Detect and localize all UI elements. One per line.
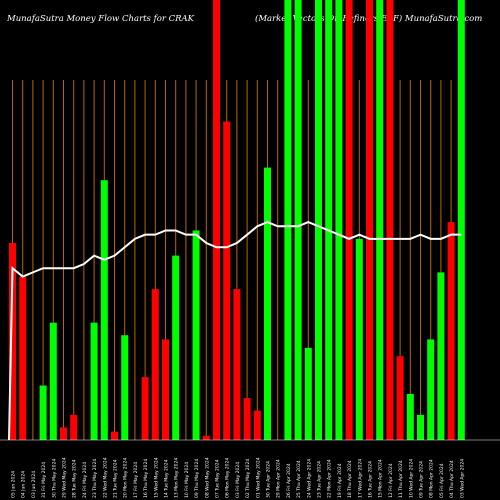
date-labels: 05 Jun 2024 04 Jun 2024 03 Jun 2024 31 Fri … <box>11 457 466 498</box>
date-label: 13 Mon May 2024 <box>174 458 180 498</box>
date-label: 24 Fri May 2024 <box>82 462 88 498</box>
date-label: 12 Fri Apr 2024 <box>388 463 394 498</box>
bar <box>49 322 57 440</box>
bar <box>151 289 159 440</box>
bar <box>90 322 98 440</box>
money-flow-line <box>8 221 462 441</box>
bar <box>223 121 231 441</box>
bar <box>396 356 404 440</box>
date-label: 31 Fri May 2024 <box>41 462 47 498</box>
date-label: 20 Mon May 2024 <box>123 458 129 498</box>
bar <box>447 222 455 440</box>
bar <box>141 377 149 440</box>
bar <box>457 0 465 440</box>
date-label: 04 Thu Apr 2024 <box>449 460 455 498</box>
date-label: 16 Thu May 2024 <box>143 459 149 498</box>
bar <box>111 431 118 440</box>
bar <box>121 335 129 440</box>
bar <box>70 414 78 440</box>
bar <box>335 0 343 440</box>
date-label: 05 Fri Apr 2024 <box>439 463 445 498</box>
date-label: 16 Tue Apr 2024 <box>368 461 374 498</box>
bars <box>9 0 465 441</box>
bar <box>243 398 251 440</box>
date-label: 08 Mon Apr 2024 <box>429 459 435 498</box>
bar <box>264 167 271 440</box>
bar <box>376 0 384 440</box>
bar <box>325 0 333 440</box>
bar <box>355 238 363 440</box>
date-label: 26 Fri Apr 2024 <box>286 463 292 498</box>
date-label: 14 Tue May 2024 <box>164 459 170 498</box>
date-label: 18 Thu Apr 2024 <box>347 460 353 498</box>
date-label: 03 Fri May 2024 <box>235 462 241 498</box>
bar <box>427 339 435 440</box>
date-label: 07 Tue May 2024 <box>215 459 221 498</box>
bar <box>366 0 373 440</box>
bar <box>100 180 108 440</box>
bar <box>437 272 445 440</box>
date-label: 21 Tue May 2024 <box>113 459 119 498</box>
bar <box>192 230 200 440</box>
bar <box>213 0 220 440</box>
bar <box>39 385 47 440</box>
bar <box>9 243 16 440</box>
date-label: 30 Thu May 2024 <box>51 459 57 498</box>
date-label: 03 Jun 2024 <box>31 471 37 498</box>
bar <box>406 393 414 440</box>
date-label: 15 Mon Apr 2024 <box>378 459 384 498</box>
bar <box>304 347 312 440</box>
date-label: 19 Fri Apr 2024 <box>337 463 343 498</box>
date-label: 03 Wed Apr 2024 <box>459 459 465 498</box>
chart-title-left: MunafaSutra Money Flow Charts for CRAK <box>7 14 195 24</box>
bar <box>417 414 424 440</box>
bar <box>284 0 292 440</box>
date-label: 10 Fri May 2024 <box>184 462 190 498</box>
date-label: 23 Thu May 2024 <box>92 459 98 498</box>
date-label: 09 Tue Apr 2024 <box>419 461 425 498</box>
date-label: 30 Tue Apr 2024 <box>266 461 272 498</box>
date-label: 23 Tue Apr 2024 <box>317 461 323 498</box>
date-label: 17 Wed Apr 2024 <box>357 459 363 498</box>
date-label: 22 Wed May 2024 <box>102 457 108 498</box>
bar <box>345 0 353 440</box>
date-label: 11 Thu Apr 2024 <box>398 460 404 498</box>
date-label: 09 Thu May 2024 <box>194 459 200 498</box>
bar <box>202 435 210 440</box>
date-label: 06 Mon May 2024 <box>225 458 231 498</box>
bar <box>172 255 180 440</box>
date-label: 04 Jun 2024 <box>21 471 27 498</box>
bar <box>60 427 67 440</box>
date-label: 01 Wed May 2024 <box>255 457 261 498</box>
date-label: 15 Wed May 2024 <box>153 457 159 498</box>
bar <box>253 410 261 440</box>
bar <box>162 339 169 440</box>
bar <box>19 276 27 440</box>
date-label: 17 Fri May 2024 <box>133 462 139 498</box>
date-label: 28 Tue May 2024 <box>72 459 78 498</box>
date-label: 08 Wed May 2024 <box>204 457 210 498</box>
bar <box>233 289 241 440</box>
date-label: 25 Thu Apr 2024 <box>296 460 302 498</box>
date-label: 10 Wed Apr 2024 <box>408 459 414 498</box>
date-label: 22 Mon Apr 2024 <box>327 459 333 498</box>
date-label: 02 Thu May 2024 <box>245 459 251 498</box>
date-label: 24 Wed Apr 2024 <box>306 459 312 498</box>
date-label: 29 Mon Apr 2024 <box>276 459 282 498</box>
bar <box>315 0 322 440</box>
bar <box>386 0 394 440</box>
date-label: 29 Wed May 2024 <box>62 457 68 498</box>
date-label: 05 Jun 2024 <box>11 471 17 498</box>
bar <box>294 0 302 440</box>
